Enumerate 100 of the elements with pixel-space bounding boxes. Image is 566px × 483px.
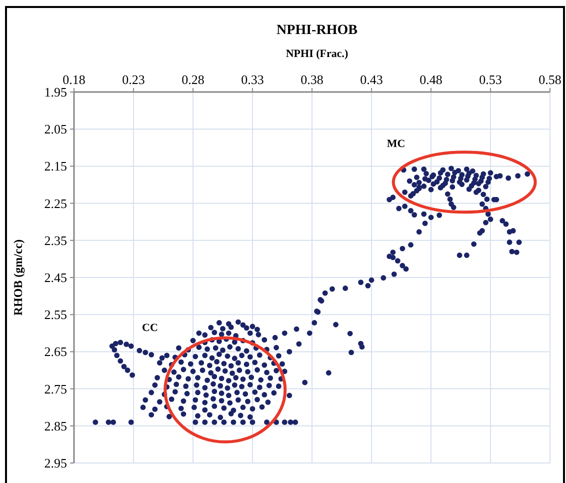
- point: [142, 350, 148, 356]
- point: [294, 326, 300, 332]
- point: [410, 190, 416, 196]
- point: [510, 228, 516, 234]
- point: [330, 286, 335, 292]
- y-tick-label: 1.95: [44, 84, 67, 100]
- point: [483, 220, 488, 226]
- point: [466, 186, 472, 192]
- point: [256, 384, 262, 390]
- y-tick-label: 2.05: [44, 122, 67, 137]
- point: [506, 175, 512, 181]
- point: [247, 354, 253, 360]
- y-tick-label: 2.65: [44, 344, 67, 360]
- point: [172, 389, 178, 394]
- point: [464, 166, 470, 172]
- x-tick-label: 0.48: [420, 72, 442, 87]
- point: [412, 212, 418, 218]
- point: [447, 196, 453, 202]
- x-tick-label: 0.43: [360, 72, 383, 87]
- point: [302, 380, 308, 386]
- point: [368, 277, 374, 283]
- point: [400, 262, 406, 268]
- point: [226, 392, 232, 398]
- point: [444, 172, 450, 178]
- point: [206, 362, 212, 368]
- x-tick-label: 0.38: [300, 72, 324, 87]
- point: [212, 388, 218, 394]
- y-tick-label: 2.85: [44, 418, 67, 434]
- point: [276, 353, 282, 358]
- point: [210, 381, 216, 387]
- point: [247, 382, 253, 388]
- point: [262, 362, 268, 368]
- point: [186, 376, 191, 382]
- point: [176, 345, 182, 351]
- point: [224, 353, 230, 359]
- point: [238, 412, 244, 418]
- point: [239, 352, 244, 358]
- point: [464, 252, 470, 258]
- point: [484, 196, 490, 202]
- point: [421, 166, 427, 172]
- point: [209, 355, 215, 361]
- point: [479, 201, 485, 207]
- point: [245, 369, 250, 374]
- point: [509, 248, 515, 254]
- point: [459, 182, 465, 188]
- point: [436, 212, 442, 218]
- point: [421, 184, 427, 189]
- point: [256, 352, 262, 358]
- point: [180, 411, 186, 417]
- point: [524, 171, 530, 177]
- point: [208, 370, 214, 376]
- point: [206, 412, 212, 418]
- point: [240, 419, 246, 425]
- point: [118, 358, 124, 364]
- y-tick-label: 2.45: [44, 270, 67, 285]
- point: [234, 390, 240, 396]
- point: [192, 419, 198, 425]
- point: [221, 419, 227, 425]
- point: [396, 206, 402, 212]
- point: [428, 186, 434, 192]
- point: [230, 370, 235, 376]
- point: [192, 354, 198, 360]
- point: [250, 406, 256, 412]
- point: [450, 184, 456, 190]
- point: [402, 204, 408, 209]
- point: [183, 384, 189, 389]
- y-tick-label: 2.35: [44, 232, 67, 248]
- point: [180, 366, 186, 372]
- point: [252, 360, 258, 366]
- x-tick-label: 0.58: [538, 72, 562, 87]
- point: [216, 352, 222, 357]
- point: [92, 419, 98, 425]
- point: [254, 367, 260, 373]
- point: [326, 370, 332, 376]
- point: [171, 369, 177, 375]
- point: [196, 344, 202, 350]
- point: [202, 407, 208, 413]
- point: [264, 370, 270, 376]
- point: [118, 340, 124, 346]
- point: [227, 400, 233, 406]
- point: [218, 398, 224, 404]
- point: [190, 368, 196, 374]
- point: [506, 240, 512, 245]
- point: [359, 344, 365, 350]
- point: [412, 182, 418, 188]
- point: [218, 390, 224, 396]
- point: [240, 376, 246, 382]
- point: [204, 346, 210, 352]
- point: [286, 349, 292, 354]
- point: [342, 286, 348, 291]
- point: [414, 174, 420, 180]
- point: [456, 252, 462, 258]
- point: [202, 352, 208, 358]
- point: [408, 208, 414, 214]
- point: [406, 178, 412, 184]
- point: [312, 320, 318, 326]
- y-tick-label: 2.75: [44, 381, 67, 396]
- y-tick-label: 2.55: [44, 307, 67, 322]
- point: [514, 250, 520, 255]
- point: [124, 368, 130, 373]
